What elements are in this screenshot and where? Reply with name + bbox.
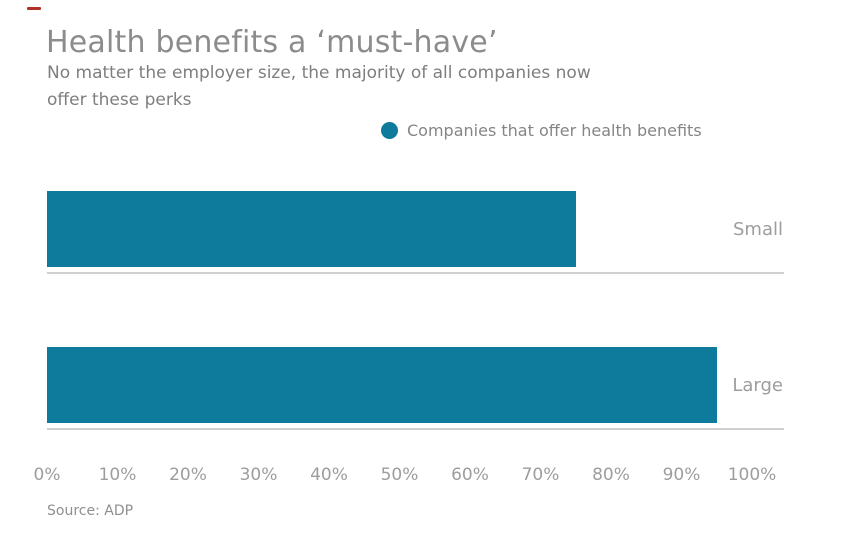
x-axis-tick-0pct: 0% [33,465,61,485]
x-axis-tick-40pct: 40% [310,465,348,485]
chart-subtitle-line-1: No matter the employer size, the majorit… [47,63,591,83]
legend: Companies that offer health benefits [381,121,702,140]
legend-marker-icon [381,122,398,139]
corner-accent-mark [27,7,41,10]
bar-large [47,347,717,423]
x-axis-tick-50pct: 50% [380,465,419,485]
source-note: Source: ADP [47,503,134,519]
x-axis-tick-80pct: 80% [592,465,630,485]
x-axis-tick-90pct: 90% [662,465,701,485]
x-axis-tick-100pct: 100% [727,465,777,485]
chart-title: Health benefits a ‘must-have’ [46,25,498,60]
x-axis-tick-20pct: 20% [169,465,207,485]
row-separator-small [47,272,784,274]
x-axis-tick-30pct: 30% [239,465,278,485]
x-axis-tick-60pct: 60% [451,465,489,485]
x-axis-tick-70pct: 70% [521,465,560,485]
chart-subtitle: No matter the employer size, the majorit… [47,60,591,114]
category-label-small: Small [733,218,783,240]
bar-small [47,191,576,267]
category-label-large: Large [732,374,783,396]
legend-label: Companies that offer health benefits [407,121,702,140]
row-separator-large [47,428,784,430]
chart-subtitle-line-2: offer these perks [47,90,192,110]
x-axis-tick-10pct: 10% [98,465,137,485]
